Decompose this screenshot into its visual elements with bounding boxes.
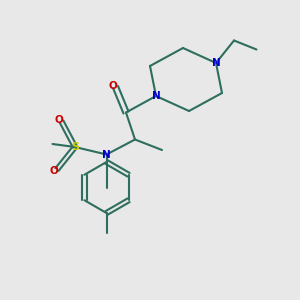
Text: N: N [212, 58, 220, 68]
Text: S: S [71, 142, 79, 152]
Text: O: O [54, 115, 63, 125]
Text: N: N [152, 91, 160, 101]
Text: O: O [50, 166, 58, 176]
Text: N: N [102, 149, 111, 160]
Text: O: O [109, 80, 118, 91]
